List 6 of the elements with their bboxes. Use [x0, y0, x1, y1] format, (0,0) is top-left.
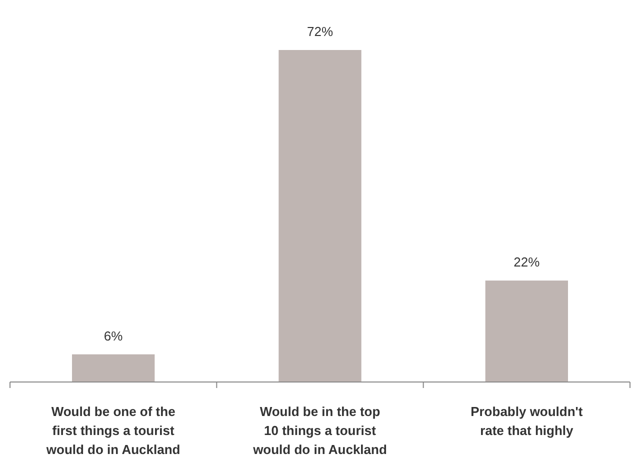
data-label: 6% — [104, 328, 124, 344]
data-label: 72% — [306, 24, 334, 39]
x-tick-label: Would be one of the first things a tourist would do in Auckland — [45, 404, 180, 457]
data-label: 22% — [514, 254, 540, 270]
x-tick-label: Would be in the top 10 things a tourist would do in Auckland — [252, 404, 387, 457]
x-tick-label: Probably wouldn't rate that highly — [470, 404, 584, 438]
